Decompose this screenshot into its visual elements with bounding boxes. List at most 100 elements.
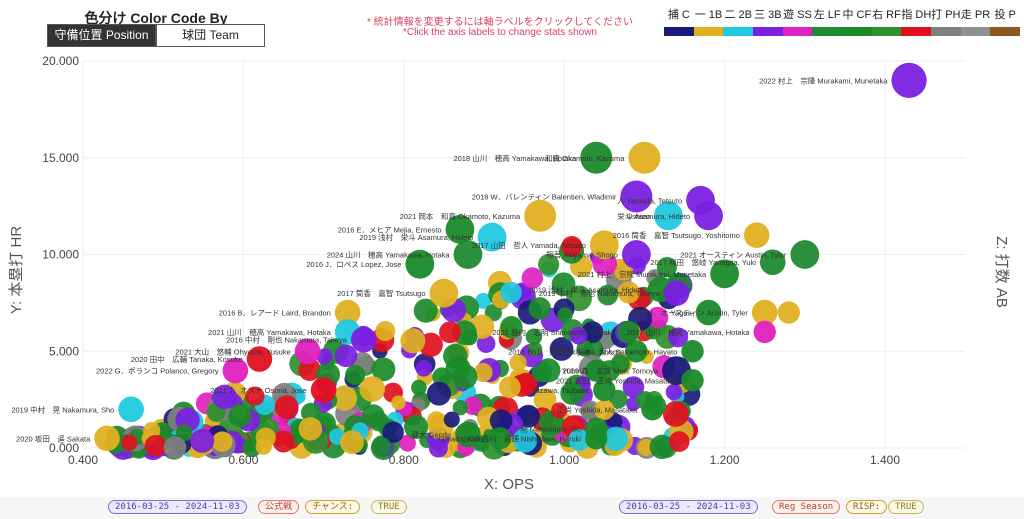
- cluster-point: [432, 367, 452, 387]
- labeled-point-21: [751, 299, 778, 326]
- labeled-point-13: [453, 240, 483, 269]
- season-pill-jp[interactable]: 公式戦: [258, 500, 300, 514]
- point-label-17: 2021 村上 宗隆 Murakami, Munetaka: [578, 269, 707, 279]
- axis-click-note-en: *Click the axis labels to change stats s…: [403, 27, 597, 38]
- labeled-point-20: [429, 278, 459, 308]
- legend-swatch-9: [931, 27, 962, 36]
- cluster-point: [668, 327, 689, 348]
- point-label-11: 2017 山田 哲人 Yamada, Tetsuto: [472, 240, 586, 250]
- situation-pill-jp[interactable]: チャンス:: [305, 500, 361, 514]
- date-range-pill-en[interactable]: 2016-03-25 - 2024-11-03: [619, 500, 758, 514]
- point-label-21: 2024 I．オースティン Austin, Tyler: [632, 309, 748, 318]
- point-label-0: 2022 村上 宗隆 Murakami, Munetaka: [759, 75, 888, 85]
- cluster-point: [498, 376, 521, 399]
- point-label-7: 栄斗 Asamura, Hideto: [617, 211, 690, 221]
- point-label-33: 2019 森 友哉 Mori, Tomoya: [562, 366, 659, 376]
- point-label-15: 2017 柳田 悠岐 Yanagita, Yuki: [650, 257, 756, 267]
- legend-label-10: 走 PR: [960, 9, 991, 21]
- labeled-point-15: [759, 249, 786, 276]
- cluster-point: [413, 298, 438, 323]
- labeled-point-1: [580, 141, 613, 174]
- point-label-13: 2024 山川 穂高 Yamakawa, Hotaka: [327, 250, 451, 260]
- labeled-point-30: [625, 340, 648, 363]
- cluster-point: [521, 267, 544, 289]
- cluster-point: [463, 396, 482, 416]
- axis-click-note-jp: * 統計情報を変更するには軸ラベルをクリックしてください: [366, 17, 634, 28]
- cluster-point: [452, 400, 468, 416]
- cluster-point: [551, 402, 568, 419]
- legend-label-11: 投 P: [994, 9, 1016, 21]
- z-axis-label[interactable]: Z: 打数 AB: [993, 236, 1010, 308]
- y-axis-label[interactable]: Y: 本塁打 HR: [8, 226, 25, 315]
- x-tick-label-1: 0.600: [228, 453, 258, 467]
- point-label-23: 2016 B．レアード Laird, Brandon: [219, 309, 331, 318]
- cluster-point: [476, 334, 496, 354]
- cluster-point: [500, 315, 523, 339]
- color-code-title: 色分け Color Code By: [84, 10, 228, 26]
- x-tick-label-5: 1.400: [870, 453, 900, 467]
- cluster-point: [345, 364, 366, 385]
- cluster-point: [637, 439, 655, 457]
- labeled-point-45: [488, 427, 512, 450]
- point-label-38: Aizawa, Tsubasa: [533, 386, 590, 395]
- cluster-point: [509, 354, 527, 372]
- labeled-point-5: [524, 199, 557, 232]
- cluster-point: [121, 434, 138, 451]
- color-by-position-button[interactable]: 守備位置 Position: [47, 24, 156, 47]
- labeled-point-40: [641, 398, 664, 421]
- point-label-2: 和真 Okamoto, Kazuma: [545, 153, 625, 163]
- cluster-point: [255, 438, 272, 455]
- date-range-pill-jp[interactable]: 2016-03-25 - 2024-11-03: [108, 500, 247, 514]
- cluster-point: [415, 360, 432, 377]
- cluster-point: [163, 436, 187, 459]
- x-axis-label[interactable]: X: OPS: [484, 476, 534, 493]
- point-label-8: 2016 E．メヒア Mejia, Ernesto: [338, 225, 442, 234]
- cluster-point: [427, 381, 451, 406]
- cluster-point: [298, 358, 321, 381]
- y-tick-label-0: 0.000: [49, 441, 79, 455]
- cluster-point: [512, 428, 538, 453]
- point-label-1: 2018 山川 穂高 Yamakawa, Hotaka: [453, 153, 577, 163]
- cluster-point: [272, 430, 295, 453]
- point-label-24: Yagaa: [671, 309, 693, 318]
- cluster-point: [144, 434, 167, 457]
- labeled-point-25: [753, 320, 776, 344]
- legend-label-9: 打 PH: [931, 9, 961, 21]
- point-label-35: Yuhei: [562, 367, 581, 376]
- season-pill-en[interactable]: Reg Season: [772, 500, 841, 514]
- cluster-point: [460, 328, 478, 346]
- cluster-point: [340, 430, 364, 455]
- legend-swatch-7: [871, 27, 902, 36]
- point-label-40: 正尚 Yoshida, Masataka: [557, 404, 638, 414]
- scatter-chart: 2022 村上 宗隆 Murakami, Munetaka 2018 山川 穂高 …: [8, 54, 1010, 493]
- labeled-point-34: [222, 357, 249, 384]
- point-label-39: 2019 中村 晃 Nakamura, Sho: [11, 404, 114, 414]
- flag-pill-en[interactable]: TRUE: [888, 500, 924, 514]
- x-tick-label-0: 0.400: [68, 453, 98, 467]
- labeled-point-38: [593, 378, 616, 402]
- cluster-point: [399, 434, 416, 452]
- legend-swatch-3: [753, 27, 784, 36]
- legend-swatch-5: [812, 27, 843, 36]
- point-label-37: 2021 J．オスナ Osuna, Jose: [210, 386, 307, 395]
- cluster-point: [568, 428, 591, 451]
- point-label-45: Yamada, Kaito: [436, 434, 485, 443]
- labeled-point-28: [350, 326, 377, 353]
- flag-pill-jp[interactable]: TRUE: [371, 500, 407, 514]
- labeled-point-36: [681, 369, 704, 392]
- cluster-point: [528, 297, 551, 320]
- cluster-point: [594, 399, 615, 421]
- cluster-point: [245, 386, 265, 406]
- legend-swatch-2: [723, 27, 754, 36]
- situation-pill-en[interactable]: RISP:: [846, 500, 888, 514]
- labeled-point-6: [654, 201, 683, 231]
- cluster-point: [646, 306, 669, 329]
- point-label-12: 2021 オースティン Austin, Tyler: [680, 251, 787, 260]
- point-label-32: 2020 田中 広輔 Tanaka, Kosuke: [131, 354, 243, 364]
- legend-swatch-4: [782, 27, 813, 36]
- labeled-point-32: [246, 346, 273, 372]
- cluster-point: [576, 340, 594, 357]
- labeled-point-23: [334, 299, 361, 326]
- point-label-16: 2016 J．ロペス Lopez, Jose: [306, 260, 401, 269]
- color-by-team-button[interactable]: 球団 Team: [156, 24, 265, 47]
